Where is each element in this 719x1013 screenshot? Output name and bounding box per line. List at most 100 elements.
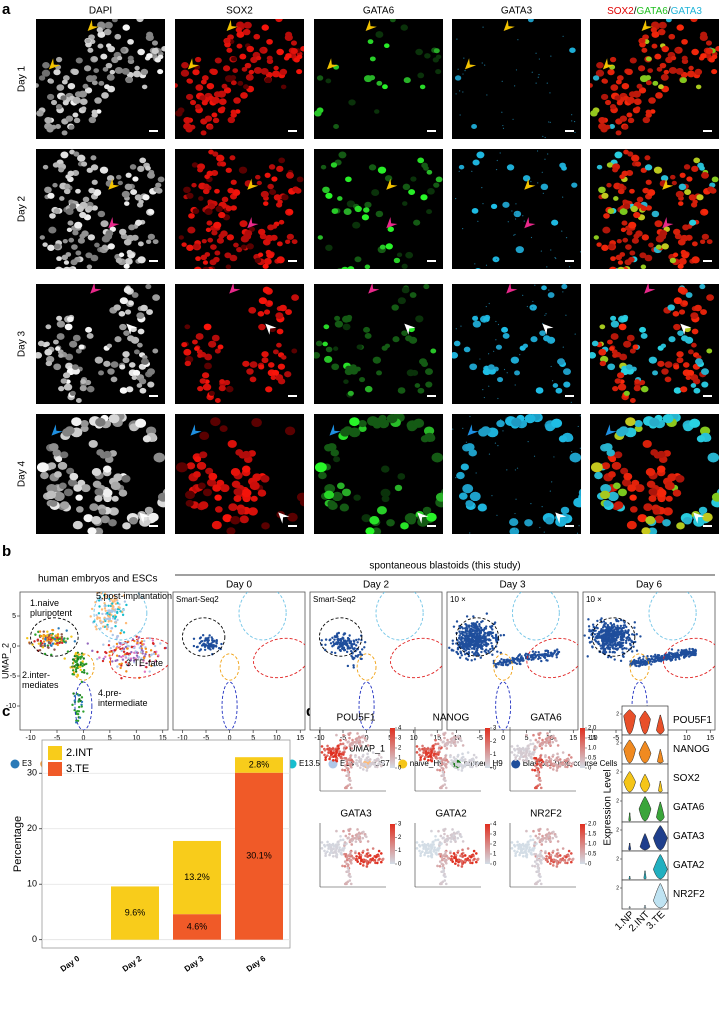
nucleus	[358, 425, 367, 433]
nucleus	[648, 488, 658, 496]
nucleus	[54, 471, 62, 478]
cell-point	[454, 760, 457, 763]
nucleus	[148, 209, 155, 215]
cell-point	[545, 737, 549, 740]
nucleus	[471, 207, 479, 214]
cell-point	[510, 751, 514, 754]
nucleus	[475, 267, 481, 269]
nucleus	[188, 213, 195, 219]
nucleus	[146, 309, 153, 315]
nucleus	[336, 482, 345, 490]
arrowhead	[693, 512, 705, 524]
cell-point	[444, 779, 447, 782]
legend-label: naive_H9	[410, 759, 444, 768]
arrowhead	[48, 58, 61, 70]
nucleus	[325, 346, 333, 353]
nucleus	[699, 284, 706, 290]
nucleus	[36, 110, 44, 117]
nucleus	[204, 252, 211, 257]
nucleus	[621, 316, 628, 323]
cell-point	[500, 661, 503, 664]
nucleus	[349, 364, 357, 370]
cell-point	[555, 739, 558, 743]
nucleus	[364, 333, 372, 339]
nucleus	[130, 189, 138, 196]
nucleus	[211, 230, 218, 236]
nucleus	[693, 387, 701, 394]
nucleus	[48, 78, 55, 84]
nucleus	[100, 515, 110, 524]
speckle	[505, 417, 507, 419]
x-tick-label: 15	[569, 735, 577, 742]
nucleus	[69, 472, 79, 481]
micrograph	[314, 284, 437, 398]
nucleus	[539, 330, 546, 336]
nucleus	[161, 46, 165, 52]
nucleus	[458, 492, 468, 500]
nucleus	[695, 84, 702, 90]
nucleus	[296, 492, 304, 502]
nucleus	[610, 256, 616, 262]
cell-point	[487, 632, 491, 635]
cell-point	[66, 650, 70, 653]
nucleus	[42, 62, 50, 69]
speckle	[503, 368, 506, 371]
cell-point	[474, 756, 478, 759]
arrowhead	[662, 217, 674, 229]
cluster-outline	[663, 637, 715, 679]
nucleus	[210, 68, 218, 76]
cell-point	[144, 652, 147, 656]
nucleus	[654, 220, 663, 228]
nucleus	[700, 31, 708, 38]
cell-point	[544, 744, 548, 747]
cell-point	[77, 655, 80, 659]
nucleus	[652, 508, 661, 515]
micrograph	[590, 19, 719, 136]
cell-point	[460, 756, 464, 760]
micrograph	[452, 284, 576, 403]
panel-label: c	[2, 703, 10, 720]
nucleus	[71, 417, 82, 427]
nucleus	[191, 182, 197, 188]
cell-point	[134, 657, 137, 660]
nucleus	[258, 228, 266, 235]
nucleus	[639, 75, 649, 83]
nucleus	[676, 522, 685, 530]
cluster-outline	[72, 653, 95, 681]
nucleus	[529, 304, 537, 311]
nucleus	[114, 33, 122, 40]
cell-point	[442, 740, 445, 744]
speckle	[549, 490, 551, 492]
cell-point	[682, 652, 686, 655]
y-tick-label: -5	[10, 673, 16, 680]
nucleus	[55, 124, 61, 129]
cell-point	[368, 758, 372, 761]
cell-point	[41, 637, 45, 640]
nucleus	[76, 205, 84, 213]
nucleus	[608, 471, 616, 478]
speckle	[455, 477, 457, 479]
nucleus	[101, 244, 108, 250]
cell-point	[467, 645, 471, 648]
cell-point	[667, 653, 671, 657]
cell-point	[359, 766, 362, 769]
nucleus	[125, 172, 132, 178]
x-tick-label: 0	[81, 735, 85, 742]
nucleus	[248, 306, 257, 314]
nucleus	[458, 164, 465, 170]
arrowhead	[644, 284, 656, 294]
cell-point	[633, 626, 636, 629]
cell-point	[546, 732, 549, 735]
cell-point	[337, 631, 341, 635]
cell-point	[459, 758, 462, 762]
cell-point	[335, 757, 339, 761]
cell-point	[591, 623, 595, 626]
speckle	[495, 258, 498, 261]
nucleus	[83, 514, 94, 523]
timepoint-title: Day 0	[226, 580, 253, 591]
nucleus	[661, 45, 670, 53]
nucleus	[200, 79, 207, 85]
cell-point	[610, 627, 613, 631]
nucleus	[384, 343, 391, 349]
cell-point	[614, 647, 617, 650]
